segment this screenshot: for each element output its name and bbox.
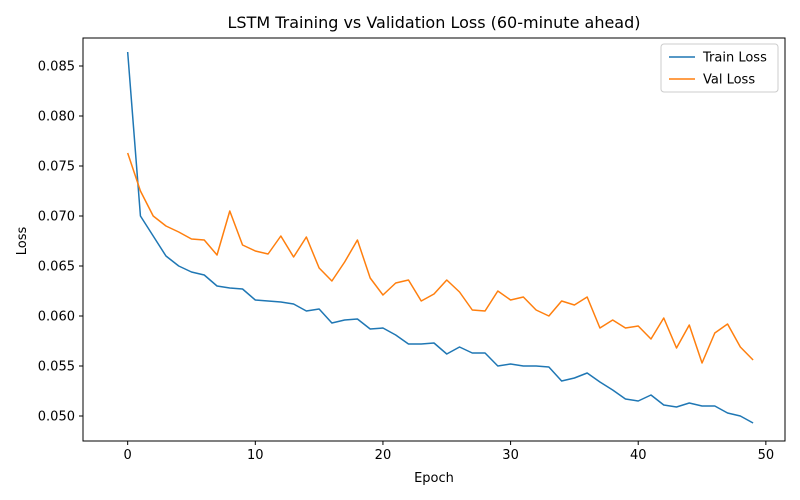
y-tick-label: 0.065 [38, 260, 75, 275]
y-axis-label: Loss [15, 227, 30, 256]
series-line-val-loss [126, 152, 754, 364]
legend-label-val-loss: Val Loss [703, 73, 755, 88]
x-tick-label: 50 [758, 448, 775, 463]
y-axis-ticks: 0.050 0.055 0.060 0.065 0.070 0.075 0.080 0.085 [38, 60, 83, 425]
x-tick-label: 10 [247, 448, 264, 463]
x-tick-label: 30 [502, 448, 519, 463]
series-line-train-loss [126, 51, 754, 424]
series-group [126, 51, 754, 424]
plot-area [82, 37, 786, 442]
x-axis-label: Epoch [414, 471, 454, 486]
y-tick-label: 0.070 [38, 210, 75, 225]
legend: Train Loss Val Loss [660, 43, 779, 93]
x-tick-label: 0 [124, 448, 132, 463]
legend-label-train-loss: Train Loss [702, 51, 767, 66]
y-tick-label: 0.075 [38, 160, 75, 175]
y-tick-label: 0.080 [38, 110, 75, 125]
x-tick-label: 20 [375, 448, 392, 463]
chart-title: LSTM Training vs Validation Loss (60-min… [228, 13, 641, 32]
y-tick-label: 0.050 [38, 410, 75, 425]
y-tick-label: 0.055 [38, 360, 75, 375]
y-tick-label: 0.085 [38, 60, 75, 75]
x-axis-ticks: 0 10 20 30 40 50 [124, 441, 775, 463]
plot-frame [82, 37, 786, 442]
legend-box [660, 43, 779, 93]
x-tick-label: 40 [630, 448, 647, 463]
y-tick-label: 0.060 [38, 310, 75, 325]
